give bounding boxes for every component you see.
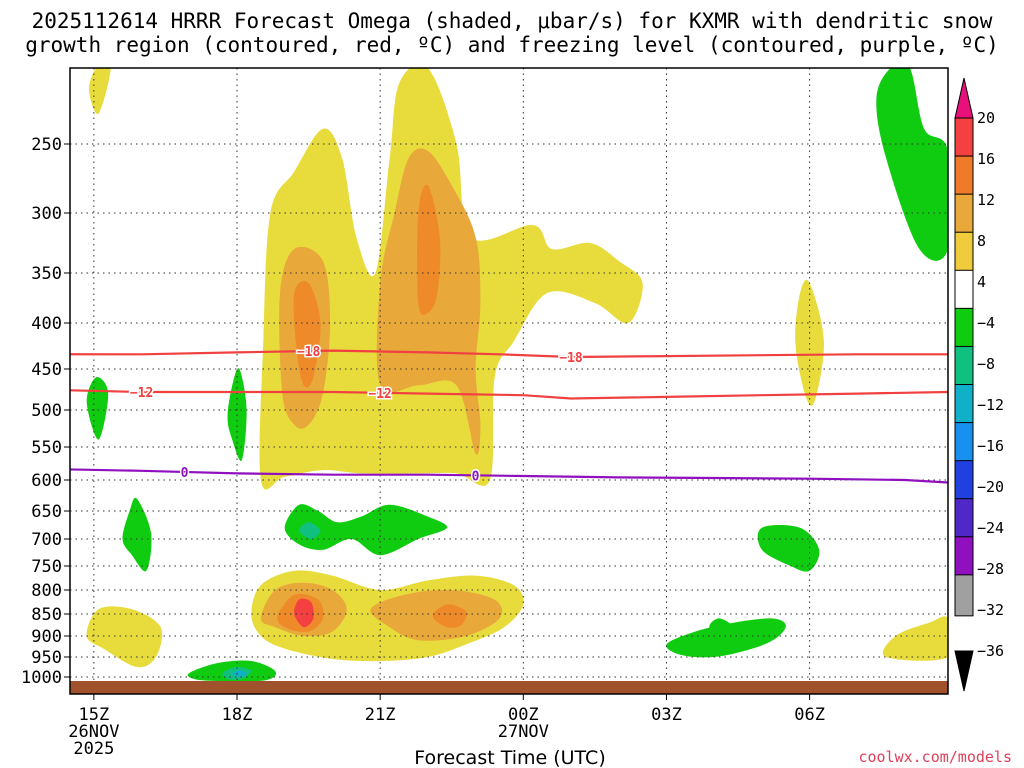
omega-region-17: [122, 497, 152, 572]
dgz-minus12-label: −12: [130, 386, 153, 401]
omega-region-24: [666, 618, 786, 658]
colorbar-label: 12: [977, 191, 995, 209]
colorbar-segment: [954, 498, 974, 541]
y-tick-label: 250: [31, 135, 62, 155]
colorbar-label: −20: [977, 478, 1004, 496]
omega-region-18: [284, 504, 448, 556]
x-tick-label: 21Z: [365, 705, 396, 725]
colorbar-label: 4: [977, 273, 986, 291]
omega-region-13: [86, 606, 163, 668]
y-tick-label: 350: [31, 264, 62, 284]
x-axis-label: Forecast Time (UTC): [414, 747, 605, 768]
x-tick-date: 27NOV: [498, 722, 549, 742]
x-tick-label: 06Z: [794, 705, 825, 725]
colorbar-segment: [954, 155, 974, 198]
y-tick-label: 800: [31, 581, 62, 601]
freezing-level-0-label: 0: [472, 469, 480, 484]
colorbar-segment: [954, 574, 974, 617]
omega-region-26: [876, 68, 948, 261]
dgz-minus18-label: −18: [559, 351, 583, 366]
colorbar-label: −8: [977, 355, 995, 373]
colorbar-label: −12: [977, 396, 1004, 414]
y-tick-label: 450: [31, 360, 62, 380]
omega-region-4: [417, 184, 441, 316]
x-tick-label: 15Z: [78, 705, 109, 725]
chart-title-line1: 2025112614 HRRR Forecast Omega (shaded, …: [32, 9, 993, 33]
colorbar-label: −32: [977, 601, 1004, 619]
omega-region-12: [294, 598, 314, 628]
plot-area: −18 −18 −12 −12 0 0: [69, 67, 949, 695]
colorbar-segment: [954, 536, 974, 579]
colorbar-label: −36: [977, 642, 1004, 660]
colorbar-segment: [954, 269, 974, 312]
colorbar-label: −4: [977, 314, 995, 332]
colorbar-segment: [954, 422, 974, 465]
colorbar-segment: [954, 117, 974, 160]
omega-region-11: [432, 604, 467, 628]
dgz-minus18-label: −18: [297, 345, 321, 360]
colorbar-label: −16: [977, 437, 1004, 455]
plot-border: [69, 67, 949, 695]
y-tick-label: 300: [31, 204, 62, 224]
x-tick-label: 18Z: [222, 705, 253, 725]
omega-shading: [86, 68, 948, 682]
y-tick-label: 850: [31, 605, 62, 625]
colorbar-label: 16: [977, 150, 995, 168]
omega-region-19: [298, 522, 321, 539]
colorbar-segment: [954, 460, 974, 503]
y-tick-label: 750: [31, 557, 62, 577]
y-tick-label: 700: [31, 530, 62, 550]
ground-bar: [70, 681, 948, 694]
omega-region-14: [882, 616, 948, 661]
freezing-level-0-label: 0: [181, 466, 189, 481]
y-tick-label: 400: [31, 314, 62, 334]
omega-region-3: [293, 280, 321, 388]
omega-region-5: [795, 279, 824, 406]
colorbar-label: 20: [977, 109, 995, 127]
y-tick-label: 900: [31, 627, 62, 647]
omega-region-22: [232, 670, 247, 677]
freezing-level-0-line: [70, 468, 948, 484]
dgz-minus12-label: −12: [368, 387, 391, 402]
x-tick-year: 2025: [73, 739, 114, 759]
y-axis: 2503003504004505005506006507007508008509…: [21, 135, 70, 688]
chart-title-line2: growth region (contoured, red, ºC) and f…: [25, 33, 999, 57]
colorbar-label: 8: [977, 232, 986, 250]
dgz-minus18-line: [70, 349, 948, 359]
credit-text: coolwx.com/models: [858, 748, 1012, 766]
dgz-minus12-line: [70, 389, 948, 400]
omega-region-15: [86, 377, 109, 440]
omega-region-25: [757, 525, 820, 572]
y-tick-label: 550: [31, 438, 62, 458]
colorbar-segment: [954, 345, 974, 388]
contour-lines: −18 −18 −12 −12 0 0: [70, 344, 948, 486]
grid-lines: [70, 68, 948, 694]
y-tick-label: 950: [31, 648, 62, 668]
x-tick-date: 26NOV: [68, 722, 119, 742]
colorbar-label: −28: [977, 560, 1004, 578]
colorbar-segment: [954, 384, 974, 426]
omega-region-6: [89, 68, 111, 115]
x-tick-label: 03Z: [651, 705, 682, 725]
colorbar-segment: [954, 307, 974, 350]
colorbar-segment: [954, 231, 974, 274]
y-tick-label: 1000: [21, 668, 62, 688]
colorbar-top-arrow: [954, 77, 974, 119]
colorbar-segment: [954, 193, 974, 236]
y-tick-label: 600: [31, 471, 62, 491]
x-tick-label: 00Z: [508, 705, 539, 725]
colorbar-label: −24: [977, 519, 1004, 537]
colorbar: 20 16 12 8 4 −4 −8 −12 −16 −20 −24 −28 −32 −36: [954, 77, 1004, 692]
y-tick-label: 650: [31, 502, 62, 522]
colorbar-bottom-arrow: [954, 650, 974, 692]
y-tick-label: 500: [31, 401, 62, 421]
